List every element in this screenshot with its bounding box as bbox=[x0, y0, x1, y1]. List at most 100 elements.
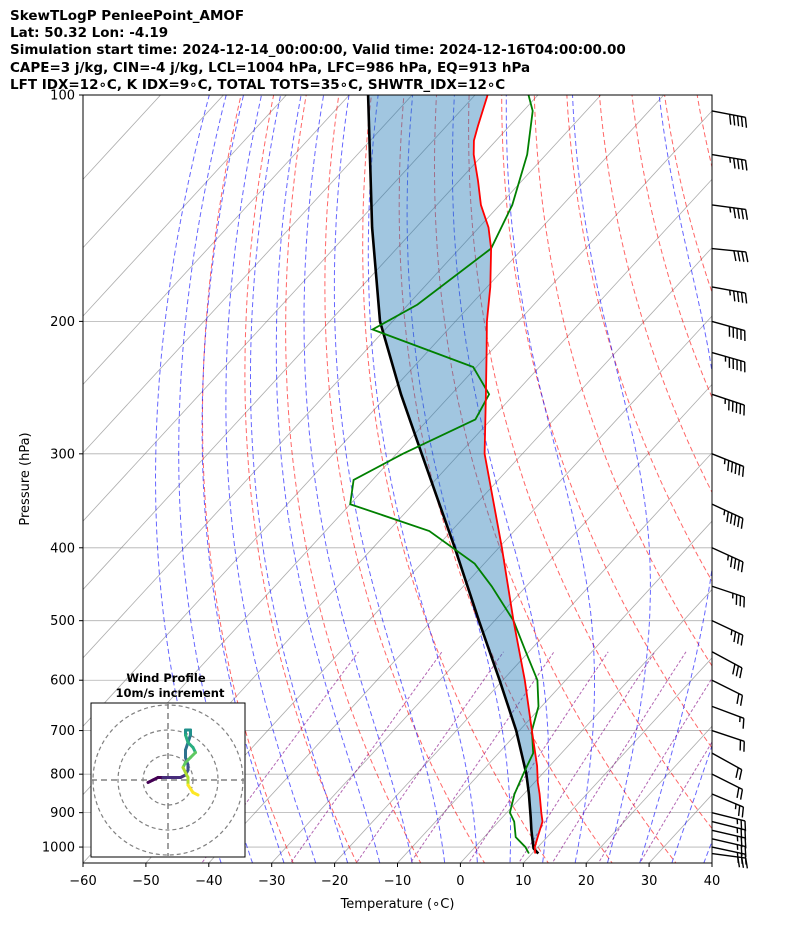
y-tick-label: 1000 bbox=[42, 841, 75, 856]
isotherm-line bbox=[396, 520, 712, 863]
wind-barb-feather bbox=[741, 806, 745, 818]
wind-barb-feather bbox=[733, 250, 737, 262]
wind-barb-shaft bbox=[711, 204, 746, 211]
dry-adiabat bbox=[285, 95, 422, 863]
wind-barb-feather bbox=[740, 635, 744, 646]
wind-barb bbox=[711, 110, 748, 128]
wind-barb bbox=[711, 547, 744, 573]
wind-barb-shaft bbox=[711, 846, 746, 855]
x-tick-label: −50 bbox=[132, 874, 159, 889]
wind-barb-shaft bbox=[711, 729, 745, 742]
wind-barb-shaft bbox=[711, 110, 746, 119]
y-tick-label: 600 bbox=[50, 674, 75, 689]
axes: −60 −50 −40 −30 −20 −10 0 10 20 30 40 1000 900 800 700… bbox=[18, 89, 720, 913]
isotherm-line bbox=[83, 95, 413, 454]
x-tick-label: −30 bbox=[258, 874, 285, 889]
wind-barb-feather bbox=[741, 208, 745, 220]
wind-barb bbox=[711, 204, 749, 220]
wind-barb-half-feather bbox=[726, 555, 730, 561]
wind-barb-feather bbox=[736, 633, 740, 644]
wind-barb-feather bbox=[738, 769, 743, 780]
wind-barb-feather bbox=[739, 789, 744, 800]
isotherm-line bbox=[271, 383, 712, 863]
isotherm-line bbox=[585, 725, 712, 863]
isotherm-line bbox=[208, 315, 712, 863]
mixing-ratio-line bbox=[597, 677, 712, 863]
wind-barb-feather bbox=[736, 158, 740, 170]
wind-barb-shaft bbox=[711, 752, 743, 771]
wind-barb bbox=[711, 773, 744, 800]
wind-barb bbox=[711, 820, 747, 841]
wind-barb-feather bbox=[733, 207, 737, 219]
y-tick-label: 500 bbox=[50, 614, 75, 629]
dry-adiabat bbox=[244, 95, 358, 863]
wind-barb-feather bbox=[736, 291, 740, 303]
dry-adiabat bbox=[566, 95, 712, 582]
moist-adiabat bbox=[201, 95, 285, 863]
isotherm-line bbox=[83, 95, 350, 386]
wind-barb bbox=[711, 453, 745, 477]
isotherm-line bbox=[145, 247, 712, 863]
wind-barb-half-feather bbox=[729, 207, 732, 213]
wind-barb-feather bbox=[737, 560, 741, 571]
wind-barb-shaft bbox=[711, 393, 745, 406]
wind-barb bbox=[711, 620, 744, 646]
mixing-ratio-line bbox=[467, 651, 609, 863]
x-tick-label: −60 bbox=[69, 874, 96, 889]
y-tick-label: 400 bbox=[50, 541, 75, 556]
wind-barb-feather bbox=[735, 767, 739, 779]
y-tick-label: 700 bbox=[50, 724, 75, 739]
wind-barb-shaft bbox=[711, 852, 746, 859]
y-tick-label: 800 bbox=[50, 768, 75, 783]
x-tick-label: 40 bbox=[704, 874, 721, 889]
wind-barb bbox=[711, 393, 745, 416]
wind-barb-feather bbox=[737, 805, 741, 816]
wind-barb-feather bbox=[729, 556, 733, 568]
wind-barb-feather bbox=[740, 561, 744, 573]
wind-barb-feather bbox=[744, 209, 749, 220]
wind-barb bbox=[711, 247, 749, 263]
wind-barb bbox=[711, 679, 744, 706]
wind-barb-feather bbox=[740, 116, 744, 128]
isotherm-line bbox=[83, 95, 476, 522]
wind-barb bbox=[711, 651, 743, 679]
wind-barb-feather bbox=[737, 516, 740, 528]
wind-barb-feather bbox=[736, 787, 740, 799]
cape-line: CAPE=3 j/kg, CIN=-4 j/kg, LCL=1004 hPa, … bbox=[10, 59, 531, 76]
moist-adiabat bbox=[639, 95, 712, 863]
mixing-ratio-line bbox=[551, 651, 687, 863]
wind-barb bbox=[711, 351, 746, 373]
wind-barb-shaft bbox=[711, 247, 746, 253]
wind-barb-shaft bbox=[711, 793, 744, 808]
dry-adiabat bbox=[533, 95, 712, 667]
dry-adiabat bbox=[434, 95, 677, 863]
y-axis-label: Pressure (hPa) bbox=[18, 432, 33, 525]
wind-barb-shaft bbox=[711, 547, 744, 563]
wind-barb-feather bbox=[732, 115, 736, 126]
wind-barb-feather bbox=[744, 292, 748, 304]
wind-barb-feather bbox=[744, 160, 748, 171]
dry-adiabat bbox=[598, 95, 712, 494]
wind-barb-feather bbox=[729, 513, 733, 524]
wind-barb-feather bbox=[737, 208, 741, 219]
wind-barb bbox=[711, 585, 745, 608]
chart-title: SkewTLogP PenleePoint_AMOF bbox=[10, 8, 245, 24]
wind-profile-subtitle: 10m/s increment bbox=[116, 686, 225, 700]
moist-adiabat bbox=[275, 95, 381, 863]
wind-barb-feather bbox=[736, 852, 739, 863]
wind-barb-feather bbox=[737, 250, 741, 262]
x-tick-label: −10 bbox=[384, 874, 411, 889]
wind-profile-trace-segment bbox=[186, 783, 195, 794]
wind-barb-shaft bbox=[711, 829, 746, 839]
x-axis-label: Temperature (∘C) bbox=[340, 897, 455, 912]
index-line: LFT IDX=12∘C, K IDX=9∘C, TOTAL TOTS=35∘C… bbox=[10, 76, 506, 93]
wind-barb-shaft bbox=[711, 705, 745, 719]
wind-barb-half-feather bbox=[729, 290, 731, 296]
moist-adiabat bbox=[367, 95, 478, 863]
wind-barb-shaft bbox=[711, 679, 743, 697]
wind-barb-feather bbox=[741, 466, 745, 477]
wind-barb-shaft bbox=[711, 838, 746, 848]
moist-adiabat bbox=[671, 744, 712, 863]
